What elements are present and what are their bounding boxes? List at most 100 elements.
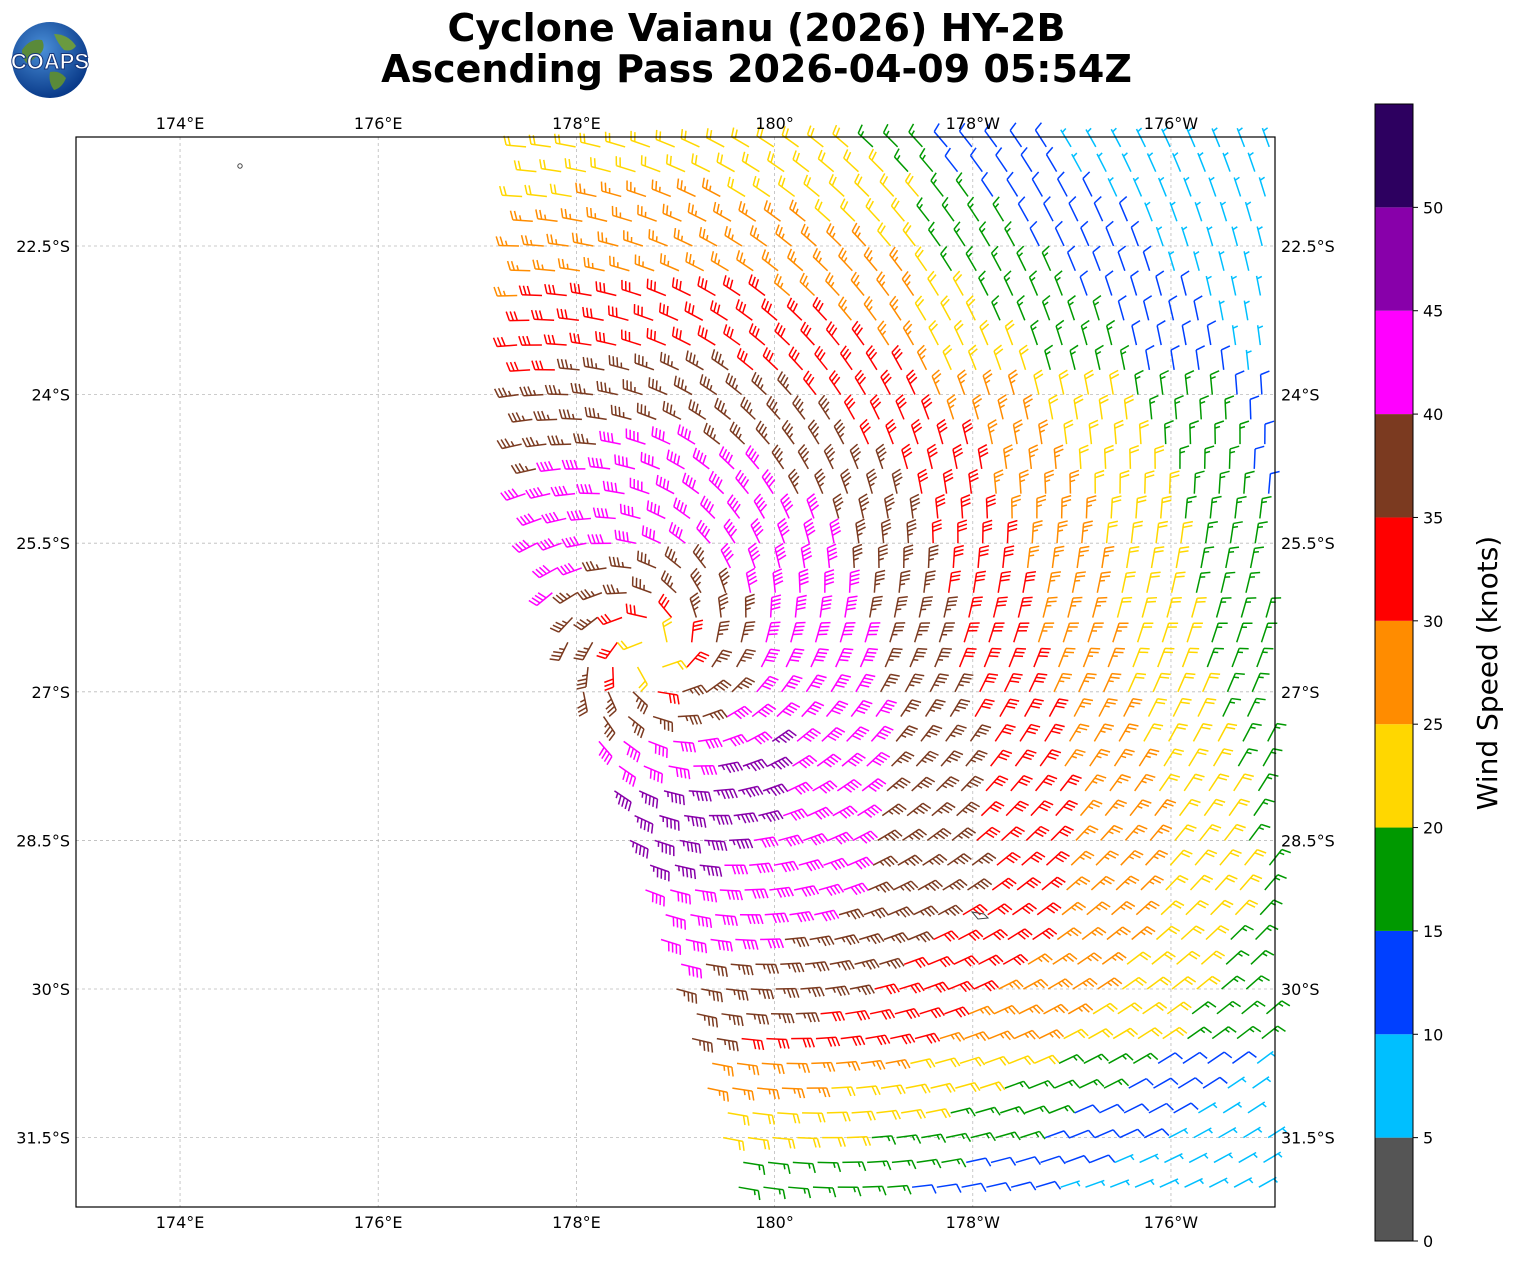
wind-barb [1244, 848, 1267, 866]
wind-barb [965, 295, 976, 321]
barb-feather [812, 681, 823, 686]
wind-barb [575, 182, 597, 198]
wind-barb [564, 158, 587, 173]
barb-feather [560, 208, 564, 218]
barb-shaft [710, 259, 729, 272]
barb-feather [1054, 856, 1064, 863]
wind-barb [1095, 850, 1119, 866]
barb-feather [674, 793, 678, 804]
wind-barb [1072, 977, 1098, 990]
barb-feather [927, 907, 935, 916]
barb-feather [1125, 748, 1135, 753]
barb-feather [564, 158, 568, 168]
wind-barb [1044, 469, 1055, 494]
wind-barb [719, 889, 744, 901]
barb-half-feather [1145, 201, 1151, 206]
wind-barb [1245, 571, 1261, 593]
barb-half-feather [1049, 579, 1056, 582]
wind-barb [803, 174, 820, 198]
wind-barb [953, 955, 979, 967]
barb-feather [694, 843, 698, 853]
wind-barb [1092, 295, 1102, 321]
barb-feather [576, 682, 587, 686]
wind-barb [1142, 295, 1153, 321]
barb-feather [988, 829, 998, 836]
barb-half-feather [900, 734, 907, 738]
barb-feather [737, 472, 745, 482]
barb-feather [751, 325, 757, 336]
wind-barb [790, 621, 806, 643]
barb-half-feather [561, 620, 568, 625]
barb-feather [901, 443, 911, 451]
barb-shaft [1146, 976, 1164, 990]
barb-feather [709, 918, 713, 928]
barb-feather [835, 1011, 842, 1022]
barb-shaft [904, 180, 920, 197]
barb-feather [726, 915, 730, 926]
wind-barb [869, 1008, 896, 1020]
barb-feather [835, 127, 841, 137]
barb-feather [626, 745, 631, 756]
barb-feather [537, 410, 542, 421]
barb-half-feather [1095, 350, 1102, 355]
wind-barb [1135, 127, 1147, 148]
barb-feather [1195, 773, 1205, 778]
barb-feather [805, 862, 813, 872]
barb-feather [858, 376, 867, 385]
barb-feather [1013, 673, 1023, 676]
barb-feather [666, 449, 670, 460]
barb-feather [824, 936, 831, 946]
barb-half-feather [682, 841, 685, 847]
barb-feather [924, 401, 933, 409]
barb-half-feather [636, 817, 639, 823]
wind-barb [1106, 926, 1131, 941]
barb-feather [689, 592, 699, 600]
barb-half-feather [1161, 805, 1168, 809]
wind-barb [988, 622, 1005, 643]
wind-barb [573, 616, 598, 631]
wind-barb [1061, 901, 1087, 916]
barb-shaft [879, 181, 895, 197]
wind-barb [821, 727, 846, 742]
barb-feather [822, 595, 833, 599]
barb-feather [765, 813, 772, 823]
barb-feather [735, 890, 740, 901]
barb-shaft [863, 303, 877, 321]
barb-feather [717, 966, 721, 976]
barb-shaft [637, 411, 657, 421]
wind-barb [1147, 697, 1168, 717]
barb-feather [969, 473, 979, 479]
barb-feather [1126, 571, 1136, 574]
barb-half-feather [890, 936, 896, 942]
barb-feather [1065, 954, 1075, 963]
barb-half-feather [787, 963, 791, 969]
barb-feather [759, 914, 764, 925]
barb-feather [720, 652, 730, 657]
barb-feather [1044, 953, 1053, 961]
wind-barb [1209, 370, 1220, 395]
barb-feather [1022, 600, 1032, 603]
barb-feather [1137, 495, 1147, 500]
barb-shaft [632, 585, 652, 594]
wind-barb [943, 596, 958, 618]
barb-feather [580, 483, 585, 494]
wind-barb [1214, 420, 1225, 445]
wind-barb [579, 132, 601, 148]
barb-half-feather [1209, 176, 1215, 182]
wind-barb [1082, 647, 1101, 668]
barb-feather [562, 485, 568, 495]
wind-barb [863, 907, 890, 919]
barb-feather [983, 373, 993, 380]
barb-feather [636, 726, 642, 736]
barb-feather [543, 461, 550, 471]
barb-feather [752, 227, 758, 237]
barb-shaft [953, 228, 966, 247]
barb-shaft [1052, 952, 1070, 965]
barb-shaft [951, 827, 969, 842]
barb-half-feather [1124, 881, 1130, 885]
barb-feather [570, 382, 574, 393]
barb-half-feather [1045, 350, 1051, 356]
barb-feather [794, 398, 802, 408]
barb-feather [727, 525, 735, 534]
barb-half-feather [1010, 379, 1016, 384]
